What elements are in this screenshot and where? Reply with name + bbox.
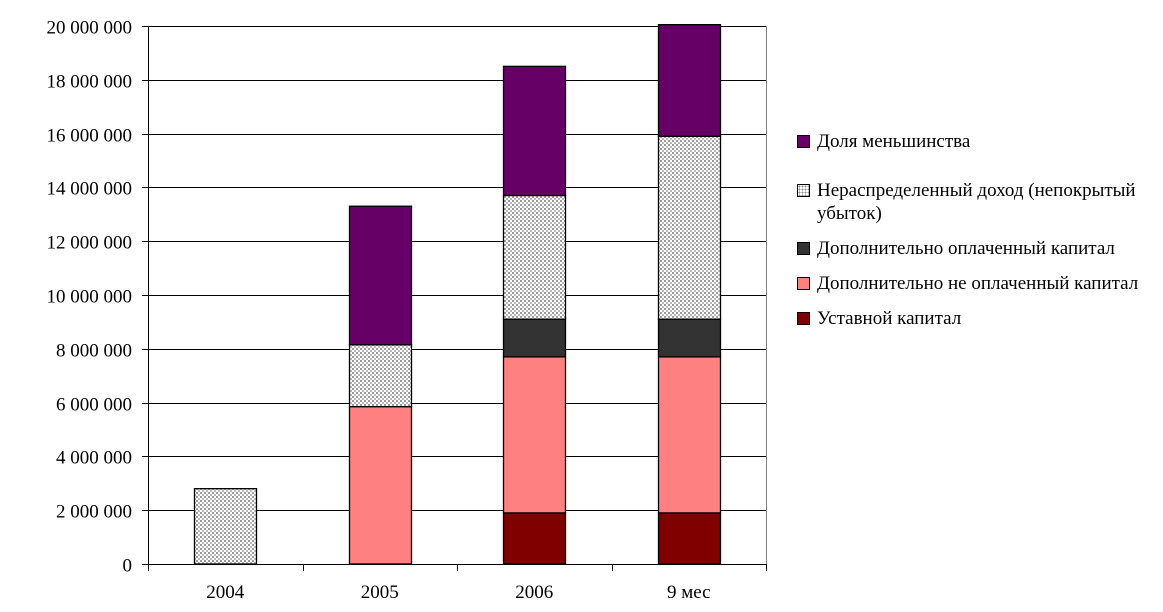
legend-item: Нераспределенный доход (непокрытый убыто… [795, 179, 1155, 225]
legend-item: Дополнительно не оплаченный капитал [795, 272, 1155, 295]
y-tick-label: 2 000 000 [56, 502, 132, 523]
y-tick-label: 4 000 000 [56, 448, 132, 469]
x-tick-label: 2006 [515, 582, 553, 603]
y-tick-label: 8 000 000 [56, 341, 132, 362]
y-tick-label: 18 000 000 [47, 72, 133, 93]
bar-segment [348, 405, 413, 565]
y-tick-label: 6 000 000 [56, 395, 132, 416]
bar-segment [502, 356, 567, 514]
tick-labels: 0 2 000 000 4 000 000 6 000 000 8 000 000 10 … [47, 18, 711, 604]
bar-segment [193, 488, 258, 565]
bar-segment [348, 205, 413, 346]
bar-segment [657, 24, 722, 137]
bar-segment [657, 356, 722, 514]
legend-swatch [797, 184, 810, 197]
y-tick-label: 12 000 000 [47, 233, 133, 254]
legend-item: Уставной капитал [795, 307, 1155, 330]
x-tick-label: 2004 [206, 582, 245, 603]
legend-label: Нераспределенный доход (непокрытый убыто… [817, 180, 1136, 224]
y-tick-label: 14 000 000 [47, 179, 133, 200]
bar-segment [502, 194, 567, 320]
axes [142, 26, 767, 571]
bar-segment [657, 135, 722, 320]
legend: Доля меньшинства Нераспределенный доход (… [795, 130, 1155, 342]
bars [193, 24, 722, 565]
legend-label: Дополнительно не оплаченный капитал [817, 273, 1139, 294]
bar-segment [657, 512, 722, 565]
x-tick-label: 2005 [361, 582, 399, 603]
legend-swatch [797, 242, 810, 255]
legend-item: Доля меньшинства [795, 130, 1155, 153]
x-tick-label: 9 мес [667, 582, 711, 603]
legend-label: Уставной капитал [817, 308, 962, 329]
bar-segment [348, 344, 413, 408]
y-tick-label: 0 [123, 556, 133, 577]
legend-label: Дополнительно оплаченный капитал [817, 238, 1115, 259]
y-tick-label: 10 000 000 [47, 287, 133, 308]
legend-swatch [797, 277, 810, 290]
legend-swatch [797, 135, 810, 148]
bar-segment [502, 65, 567, 197]
y-tick-label: 16 000 000 [47, 126, 133, 147]
bar-segment [657, 318, 722, 358]
bar-segment [502, 318, 567, 358]
bar-segment [502, 512, 567, 565]
legend-swatch [797, 312, 810, 325]
y-tick-label: 20 000 000 [47, 18, 133, 39]
legend-item: Дополнительно оплаченный капитал [795, 237, 1155, 260]
legend-label: Доля меньшинства [817, 131, 971, 152]
